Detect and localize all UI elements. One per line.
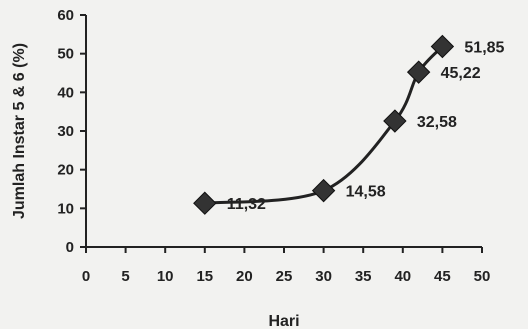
x-tick-label: 25: [276, 268, 293, 285]
x-tick-label: 50: [474, 268, 491, 285]
data-label: 45,22: [441, 65, 481, 82]
data-markers: [193, 34, 455, 215]
y-tick-label: 20: [57, 162, 74, 179]
x-axis-title: Hari: [268, 313, 299, 329]
y-tick-label: 60: [57, 7, 74, 24]
data-label: 11,32: [227, 196, 266, 213]
y-tick-label: 40: [57, 84, 74, 101]
y-tick-label: 50: [57, 46, 74, 63]
data-point: [193, 191, 217, 215]
x-tick-label: 10: [157, 268, 174, 285]
y-tick-label: 0: [66, 239, 74, 256]
x-tick-label: 45: [434, 268, 451, 285]
x-tick-label: 0: [82, 268, 90, 285]
y-tick-label: 10: [57, 200, 74, 217]
data-label: 32,58: [417, 114, 457, 131]
tick-labels: 0 10 20 30 40 50 60 0 5 10 15 20 25 30 35 40 45 50: [57, 7, 490, 285]
x-tick-label: 20: [236, 268, 253, 285]
x-tick-label: 30: [315, 268, 332, 285]
data-point: [430, 34, 455, 59]
data-point: [383, 109, 407, 133]
y-axis-title: Jumlah Instar 5 & 6 (%): [11, 43, 28, 219]
data-label: 14,58: [346, 184, 386, 201]
x-tick-label: 35: [355, 268, 372, 285]
data-point: [406, 60, 431, 84]
data-label: 51,85: [464, 40, 504, 57]
data-labels: 11,32 14,58 32,58 45,22 51,85: [227, 40, 505, 214]
x-tick-label: 15: [196, 268, 213, 285]
data-point: [311, 178, 336, 203]
x-tick-label: 5: [121, 268, 129, 285]
axes: [80, 14, 483, 253]
x-tick-label: 40: [394, 268, 411, 285]
y-tick-label: 30: [57, 123, 74, 140]
